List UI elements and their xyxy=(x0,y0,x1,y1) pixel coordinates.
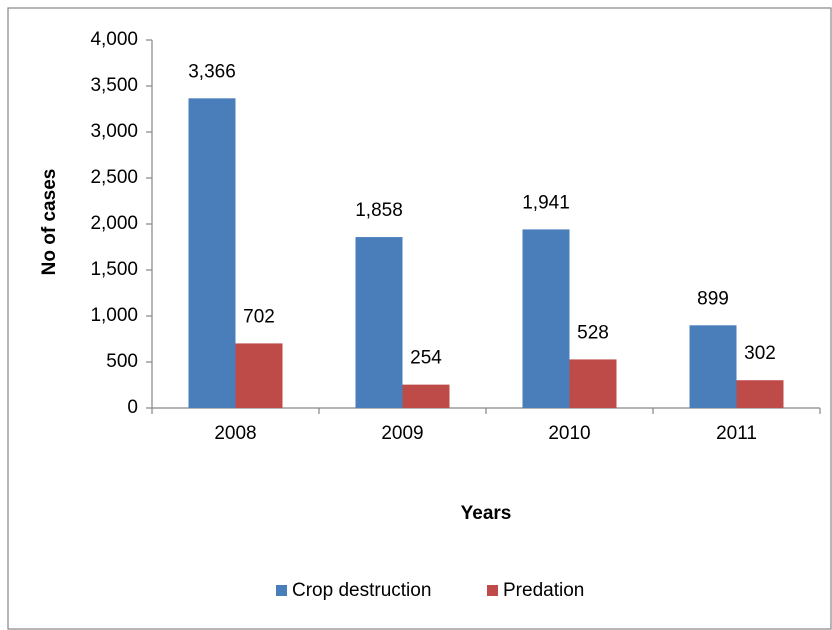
y-tick-label: 0 xyxy=(127,397,138,418)
data-label: 899 xyxy=(697,288,729,309)
data-label: 302 xyxy=(744,343,776,364)
bar xyxy=(736,380,784,408)
legend-swatch xyxy=(487,585,498,596)
bar xyxy=(355,237,403,408)
legend-label: Crop destruction xyxy=(292,580,431,601)
y-tick-label: 3,000 xyxy=(90,121,138,142)
x-tick-label: 2010 xyxy=(548,423,590,444)
y-axis-title: No of cases xyxy=(39,169,60,276)
bar xyxy=(188,98,236,408)
y-tick-label: 1,000 xyxy=(90,305,138,326)
bar xyxy=(522,229,570,408)
bar xyxy=(569,359,617,408)
legend-label: Predation xyxy=(503,580,584,601)
y-tick-label: 2,000 xyxy=(90,213,138,234)
x-tick-label: 2009 xyxy=(381,423,423,444)
bar xyxy=(235,343,283,408)
y-tick-label: 1,500 xyxy=(90,259,138,280)
y-tick-label: 500 xyxy=(106,351,138,372)
bar xyxy=(402,384,450,408)
bar xyxy=(689,325,737,408)
data-label: 1,858 xyxy=(355,200,403,221)
y-tick-label: 3,500 xyxy=(90,75,138,96)
x-axis-title: Years xyxy=(461,503,512,524)
data-label: 528 xyxy=(577,322,609,343)
data-label: 3,366 xyxy=(188,61,236,82)
data-label: 254 xyxy=(410,348,442,369)
y-tick-label: 2,500 xyxy=(90,167,138,188)
legend-swatch xyxy=(276,585,287,596)
data-label: 702 xyxy=(243,306,275,327)
chart-frame xyxy=(7,7,832,630)
x-tick-label: 2008 xyxy=(214,423,256,444)
data-label: 1,941 xyxy=(522,192,570,213)
y-tick-label: 4,000 xyxy=(90,29,138,50)
x-tick-label: 2011 xyxy=(716,423,757,444)
